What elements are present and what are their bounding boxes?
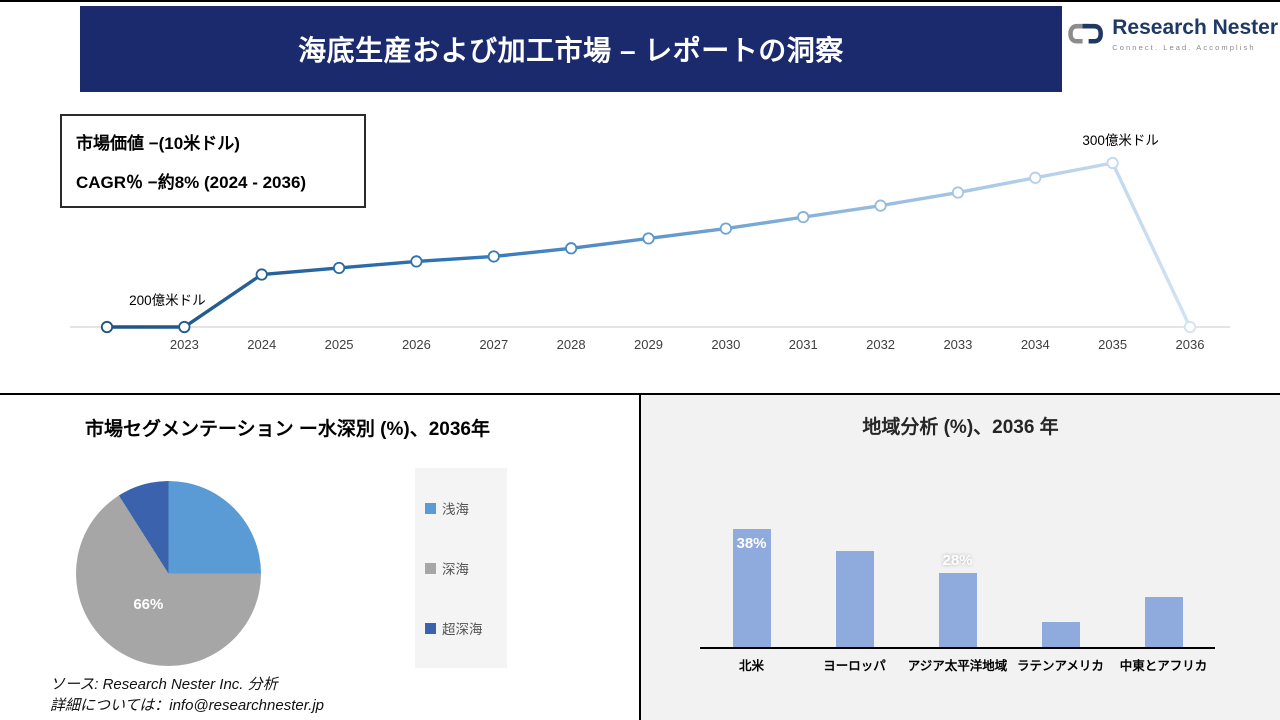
banner: 海底生産および加工市場 – レポートの洞察 [80, 6, 1062, 92]
top-border-line [0, 0, 1280, 2]
legend-swatch-ultra-deep [425, 622, 436, 634]
data-point-marker [565, 242, 578, 255]
pie-legend: 浅海 深海 超深海 [415, 468, 507, 668]
bar-value-label: 28% [942, 551, 973, 569]
region-bar [835, 550, 874, 647]
source-note: ソース: Research Nester Inc. 分析 [50, 676, 278, 693]
bar-value-label: 38% [736, 535, 767, 553]
x-tick-label: 2024 [247, 337, 276, 352]
cagr-line: CAGR％ −約8% (2024 - 2036) [76, 173, 307, 192]
data-point-marker [642, 232, 655, 245]
data-point-marker [1106, 156, 1119, 170]
bar-slot-1 [803, 550, 906, 647]
logo-text: Research Nester Connect. Lead. Accomplis… [1112, 16, 1278, 52]
bar-category-label: ラテンアメリカ [1017, 659, 1104, 673]
market-value-line: 市場価値 −(10米ドル) [76, 134, 240, 153]
research-nester-logo: Research Nester Connect. Lead. Accomplis… [1066, 16, 1278, 52]
data-point-marker [100, 320, 114, 334]
data-point-marker [951, 186, 965, 199]
x-tick-label: 2026 [402, 337, 431, 352]
bar-slot-2: 28% [906, 552, 1009, 647]
x-tick-label: 2027 [479, 337, 508, 352]
value-annotation: 200億米ドル [129, 293, 206, 308]
data-point-marker [1029, 171, 1042, 184]
region-bar: 38% [732, 529, 771, 647]
x-tick-label: 2029 [634, 337, 663, 352]
footer: ソース: Research Nester Inc. 分析 詳細については：inf… [50, 674, 324, 716]
data-point-marker [487, 250, 500, 263]
legend-item-shallow: 浅海 [425, 498, 497, 518]
x-tick-label: 2031 [789, 337, 818, 352]
bar-slot-4 [1112, 597, 1215, 647]
x-tick-label: 2034 [1021, 337, 1050, 352]
x-tick-label: 2033 [943, 337, 972, 352]
x-tick-label: 2036 [1176, 337, 1205, 352]
market-value-box: 市場価値 −(10米ドル) CAGR％ −約8% (2024 - 2036) [60, 114, 366, 208]
legend-swatch-deep [425, 562, 436, 574]
contact-note: 詳細については：info@researchnester.jp [50, 697, 324, 714]
bar-category-label: ヨーロッパ [823, 659, 886, 673]
data-point-marker [332, 261, 346, 275]
pie-slice-label: 66% [133, 595, 164, 613]
legend-label-shallow: 浅海 [442, 502, 469, 517]
x-tick-label: 2035 [1098, 337, 1127, 352]
x-tick-label: 2030 [711, 337, 740, 352]
bar-chart-axis-line [700, 647, 1215, 649]
x-tick-label: 2028 [557, 337, 586, 352]
legend-item-ultra-deep: 超深海 [425, 618, 497, 638]
bar-category-label: 中東とアフリカ [1119, 659, 1208, 673]
segmentation-title: 市場セグメンテーション ー水深別 (%)、2036年 [85, 419, 490, 440]
logo-tagline: Connect. Lead. Accomplish [1112, 43, 1256, 52]
bar-category-label: アジア太平洋地域 [907, 659, 1008, 673]
data-point-marker [1183, 320, 1197, 334]
data-point-marker [255, 268, 268, 281]
legend-swatch-shallow [425, 502, 436, 514]
research-nester-logo-icon [1068, 23, 1103, 44]
bars-row: 38% 28% [700, 523, 1215, 647]
bar-category-label: 北米 [738, 659, 764, 673]
x-tick-label: 2023 [170, 337, 199, 352]
legend-label-ultra-deep: 超深海 [442, 622, 483, 637]
water-depth-pie-chart: 66% [76, 481, 261, 666]
data-point-marker [719, 222, 732, 235]
x-tick-label: 2032 [866, 337, 895, 352]
line-chart-svg: 2023 2024 2025 2026 2027 2028 2029 2030 2031 2032… [70, 133, 1230, 352]
regional-bar-chart: 38% 28% 北米 ヨーロッパ アジア太平洋地域 ラテンアメリカ 中東とアフリカ [700, 523, 1215, 674]
data-point-marker [410, 255, 423, 268]
bar-category-row: 北米 ヨーロッパ アジア太平洋地域 ラテンアメリカ 中東とアフリカ [700, 649, 1215, 674]
x-tick-label: 2025 [325, 337, 354, 352]
region-bar: 28% [938, 552, 977, 647]
region-bar [1144, 597, 1183, 647]
page-title: 海底生産および加工市場 – レポートの洞察 [298, 35, 844, 66]
bar-slot-3 [1009, 622, 1112, 647]
regional-analysis-title: 地域分析 (%)、2036 年 [862, 417, 1059, 438]
logo-name: Research Nester [1112, 16, 1278, 39]
data-point-marker [874, 199, 887, 212]
data-point-marker [797, 211, 810, 224]
data-point-marker [178, 320, 191, 334]
legend-item-deep: 深海 [425, 558, 497, 578]
bar-slot-0: 38% [700, 529, 803, 647]
market-forecast-line-chart: 2023 2024 2025 2026 2027 2028 2029 2030 2031 2032… [70, 125, 1230, 365]
legend-label-deep: 深海 [442, 562, 469, 577]
vertical-divider [639, 393, 641, 720]
region-bar [1041, 622, 1080, 647]
value-annotation: 300億米ドル [1082, 133, 1159, 148]
